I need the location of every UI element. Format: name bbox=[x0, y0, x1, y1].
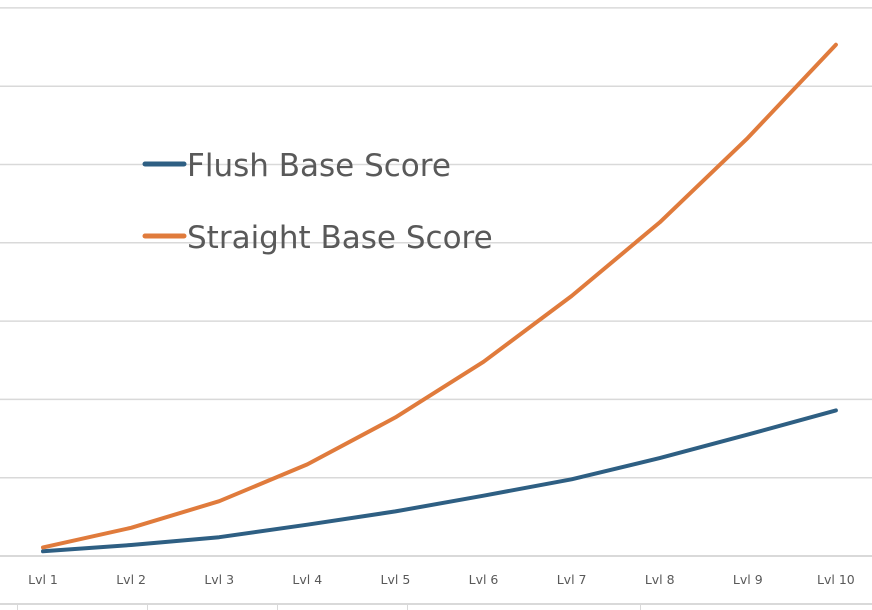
x-axis-labels: Lvl 1 Lvl 2 Lvl 3 Lvl 4 Lvl 5 Lvl 6 Lvl 7 Lvl 8… bbox=[28, 572, 855, 587]
x-axis-label: Lvl 8 bbox=[645, 572, 675, 587]
table-row-partial bbox=[0, 603, 872, 610]
x-axis-label: Lvl 5 bbox=[381, 572, 411, 587]
x-axis-label: Lvl 6 bbox=[469, 572, 499, 587]
x-axis-label: Lvl 9 bbox=[733, 572, 763, 587]
x-axis-label: Lvl 1 bbox=[28, 572, 58, 587]
series-lines bbox=[41, 42, 838, 554]
gridlines bbox=[0, 7, 872, 557]
legend-item-straight: Straight Base Score bbox=[142, 220, 493, 256]
x-axis-label: Lvl 10 bbox=[817, 572, 855, 587]
x-axis-label: Lvl 4 bbox=[292, 572, 322, 587]
x-axis-label: Lvl 2 bbox=[116, 572, 146, 587]
x-axis-label: Lvl 3 bbox=[204, 572, 234, 587]
x-axis-label: Lvl 7 bbox=[557, 572, 587, 587]
legend-item-flush: Flush Base Score bbox=[142, 148, 451, 184]
legend: Flush Base Score Straight Base Score bbox=[142, 148, 493, 256]
legend-label-flush: Flush Base Score bbox=[187, 148, 451, 184]
series-line-straight bbox=[41, 42, 838, 550]
legend-label-straight: Straight Base Score bbox=[187, 220, 493, 256]
series-line-flush bbox=[41, 408, 838, 554]
